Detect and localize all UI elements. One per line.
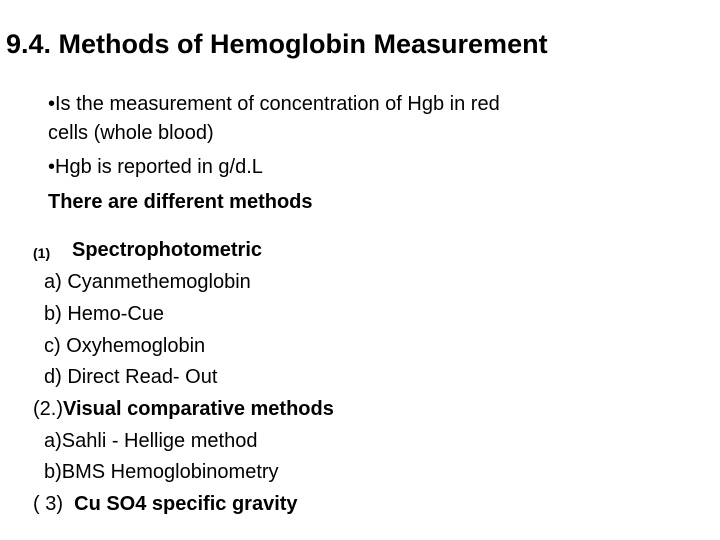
method-heading: Cu SO4 specific gravity [74, 493, 298, 515]
intro-line: •Is the measurement of concentration of … [48, 93, 500, 115]
method-row: ( 3) Cu SO4 specific gravity [33, 492, 298, 516]
method-heading: Spectrophotometric [72, 239, 263, 261]
list-item: d) Direct Read- Out [44, 366, 218, 388]
method-heading: Visual comparative methods [63, 398, 334, 420]
method-number: (1) [33, 245, 51, 261]
intro-line: cells (whole blood) [48, 122, 214, 144]
list-item: b) Hemo-Cue [44, 303, 165, 325]
list-item: a)Sahli - Hellige method [44, 430, 258, 452]
intro-heading: There are different methods [48, 191, 313, 213]
list-item: a) Cyanmethemoglobin [44, 271, 251, 293]
list-item: b)BMS Hemoglobinometry [44, 461, 279, 483]
page-title: 9.4. Methods of Hemoglobin Measurement [6, 29, 548, 59]
method-row: (2.)Visual comparative methods [33, 397, 334, 421]
method-number: ( 3) [33, 493, 63, 515]
method-number: (2.) [33, 398, 63, 420]
list-item: c) Oxyhemoglobin [44, 335, 206, 357]
intro-line: •Hgb is reported in g/d.L [48, 156, 263, 178]
